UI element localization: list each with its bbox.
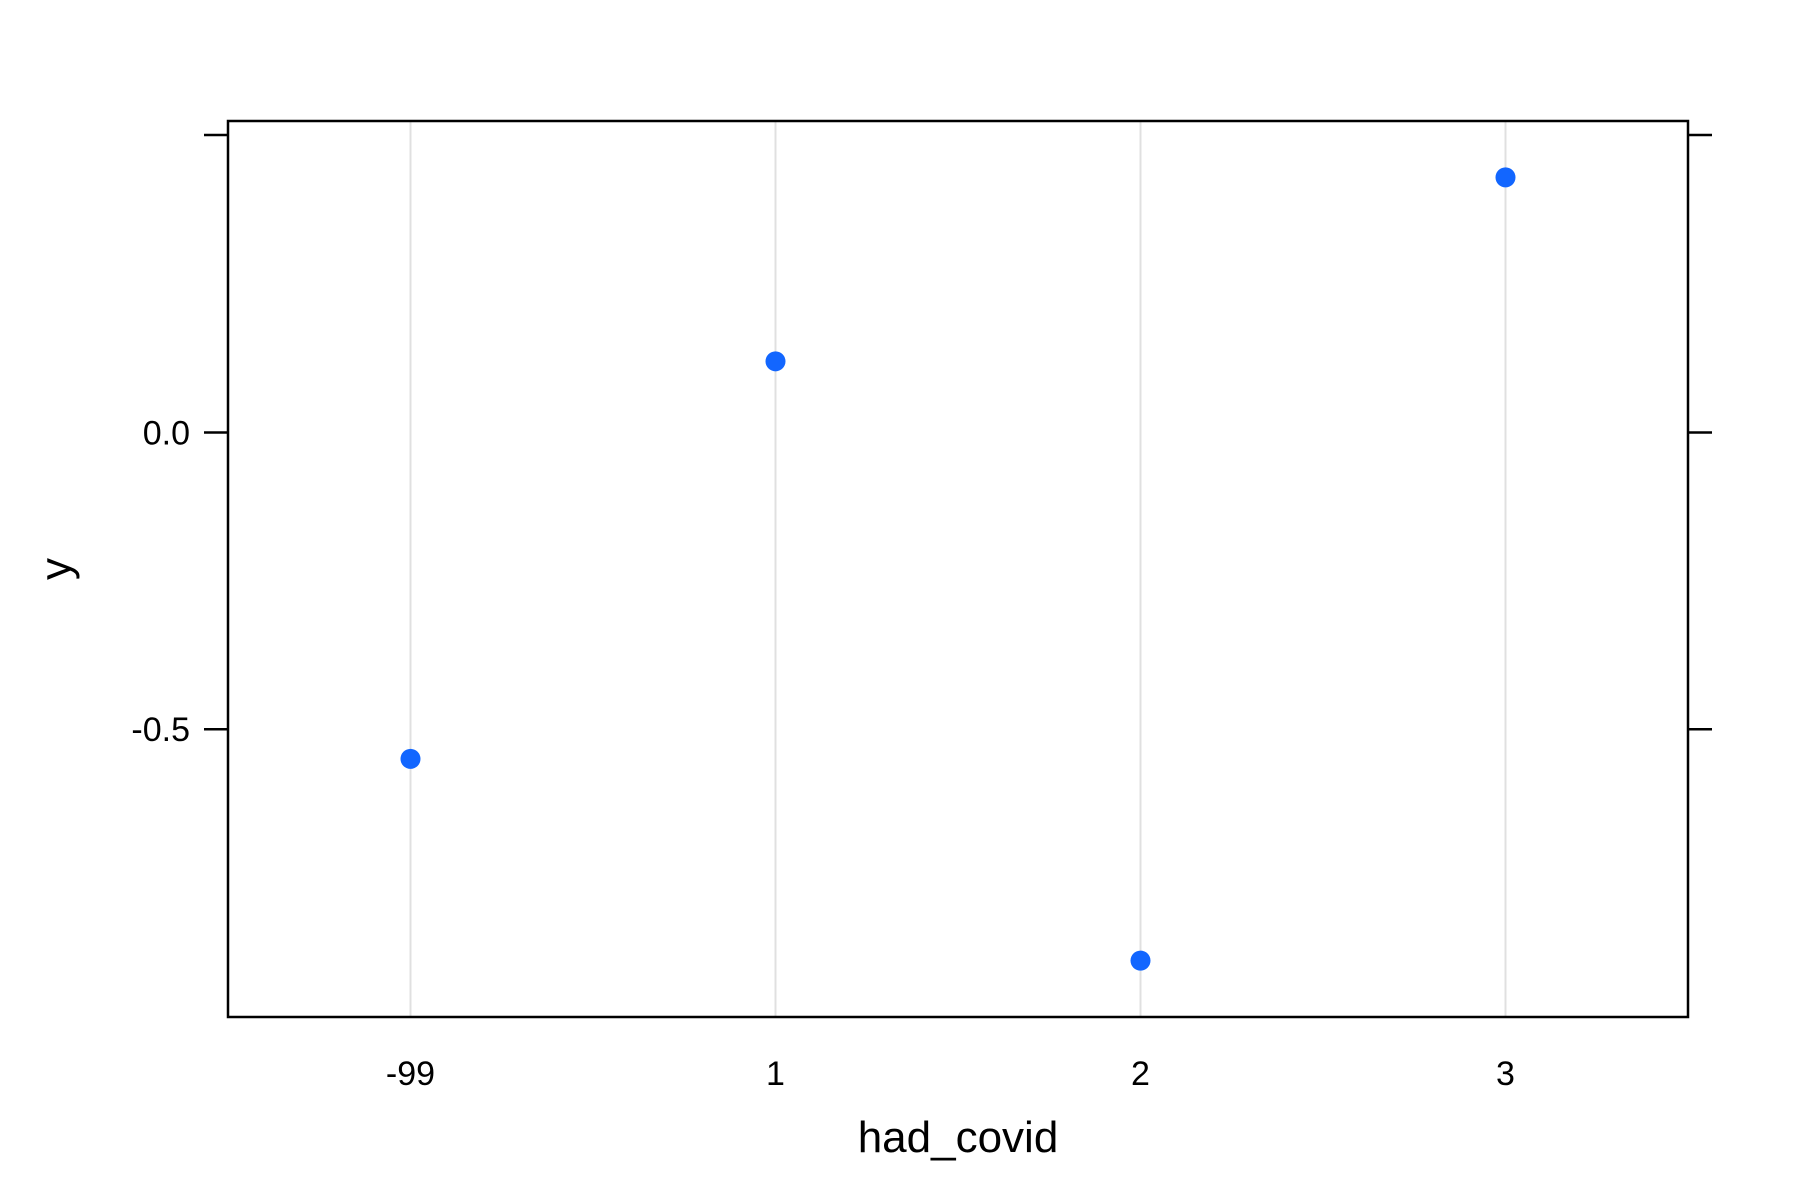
x-tick-label: 3: [1496, 1055, 1515, 1093]
data-point: [400, 748, 421, 769]
data-point: [1495, 167, 1516, 188]
x-tick-label: 1: [766, 1055, 785, 1093]
axis-ticks: [204, 133, 1712, 731]
y-tick-label: -0.5: [131, 711, 190, 749]
gridlines: [409, 121, 1507, 1017]
tick-labels: -99 1 2 3 0.0 -0.5: [131, 415, 1515, 1093]
data-point: [1130, 950, 1151, 971]
data-point: [765, 351, 786, 372]
plot-frame: [226, 119, 1690, 1019]
y-axis-title: y: [31, 558, 80, 580]
x-tick-label: -99: [386, 1055, 435, 1093]
x-axis-title: had_covid: [858, 1113, 1059, 1162]
y-tick-label: 0.0: [143, 415, 190, 453]
data-points: [400, 167, 1516, 971]
x-tick-label: 2: [1131, 1055, 1150, 1093]
